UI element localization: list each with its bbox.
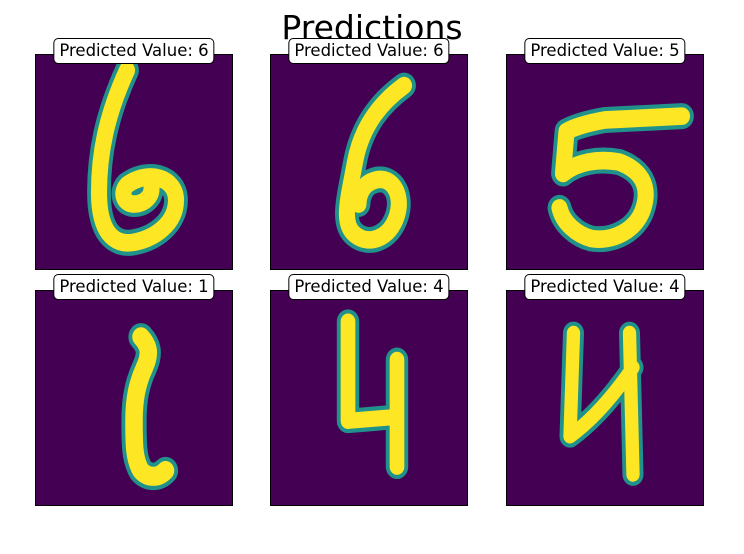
panel-6: Predicted Value: 4 bbox=[506, 274, 704, 506]
panel-2: Predicted Value: 6 bbox=[270, 38, 468, 270]
panel-5: Predicted Value: 4 bbox=[270, 274, 468, 506]
digit-image-5 bbox=[270, 290, 468, 506]
prediction-label-5: Predicted Value: 4 bbox=[288, 274, 450, 300]
digit-image-3 bbox=[506, 54, 704, 270]
prediction-label-4: Predicted Value: 1 bbox=[53, 274, 215, 300]
digit-image-2 bbox=[270, 54, 468, 270]
prediction-label-6: Predicted Value: 4 bbox=[524, 274, 686, 300]
prediction-label-3: Predicted Value: 5 bbox=[524, 38, 686, 64]
panel-1: Predicted Value: 6 bbox=[35, 38, 233, 270]
prediction-label-1: Predicted Value: 6 bbox=[53, 38, 215, 64]
prediction-label-2: Predicted Value: 6 bbox=[288, 38, 450, 64]
digit-image-4 bbox=[35, 290, 233, 506]
panel-4: Predicted Value: 1 bbox=[35, 274, 233, 506]
digit-image-1 bbox=[35, 54, 233, 270]
panel-3: Predicted Value: 5 bbox=[506, 38, 704, 270]
digit-image-6 bbox=[506, 290, 704, 506]
